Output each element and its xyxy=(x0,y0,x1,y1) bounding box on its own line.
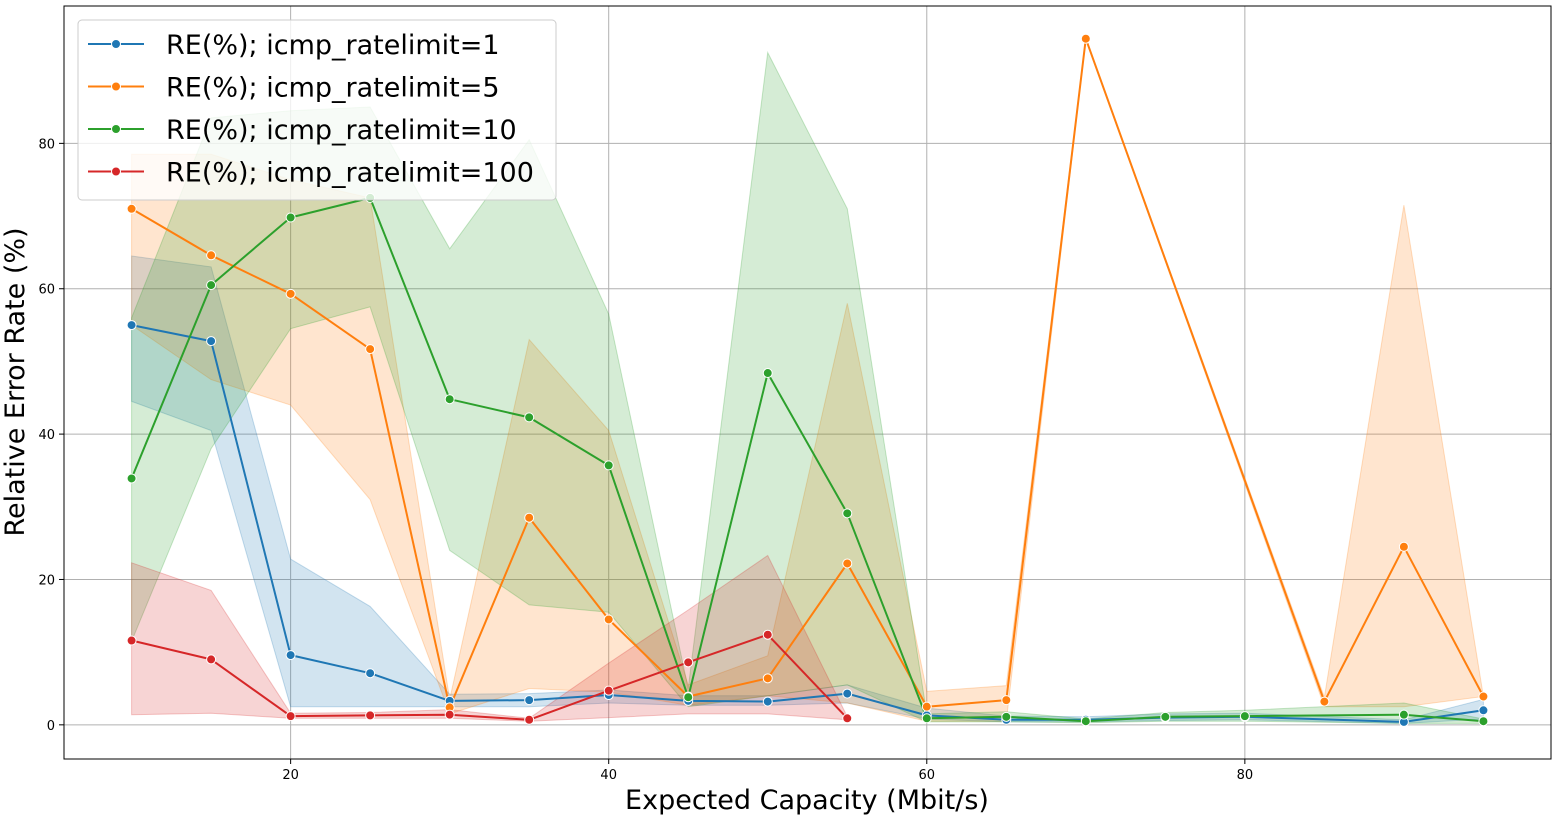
data-point xyxy=(206,336,217,347)
y-tick-label: 0 xyxy=(47,719,55,734)
legend-marker xyxy=(111,39,121,49)
x-axis-ticks: 20 40 60 80 xyxy=(282,759,1253,783)
legend-marker xyxy=(111,124,121,134)
data-point xyxy=(206,280,217,291)
data-point xyxy=(603,614,614,625)
data-point xyxy=(1319,696,1330,707)
data-point xyxy=(762,696,773,707)
data-point xyxy=(1478,705,1489,716)
legend: RE(%); icmp_ratelimit=1 RE(%); icmp_ratel… xyxy=(77,19,557,201)
data-point xyxy=(524,512,535,523)
series-markers xyxy=(126,33,1489,727)
data-point xyxy=(603,460,614,471)
x-tick-label: 60 xyxy=(919,768,936,783)
data-point xyxy=(444,709,455,720)
data-point xyxy=(126,473,137,484)
data-point xyxy=(285,650,296,661)
data-point xyxy=(285,212,296,223)
legend-label: RE(%); icmp_ratelimit=10 xyxy=(166,115,517,146)
y-axis-label: Relative Error Rate (%) xyxy=(0,227,31,536)
data-point xyxy=(285,711,296,722)
y-axis-ticks: 0 20 40 60 80 xyxy=(38,137,64,734)
data-point xyxy=(285,288,296,299)
data-point xyxy=(842,508,853,519)
data-point xyxy=(126,320,137,331)
data-point xyxy=(524,714,535,725)
data-point xyxy=(1239,711,1250,722)
legend-label: RE(%); icmp_ratelimit=1 xyxy=(166,30,500,61)
data-point xyxy=(444,394,455,405)
data-point xyxy=(683,692,694,703)
legend-label: RE(%); icmp_ratelimit=100 xyxy=(166,158,534,189)
data-point xyxy=(365,710,376,721)
x-tick-label: 20 xyxy=(282,768,299,783)
data-point xyxy=(1398,541,1409,552)
data-point xyxy=(921,701,932,712)
data-point xyxy=(762,629,773,640)
data-point xyxy=(921,713,932,724)
x-tick-label: 40 xyxy=(600,768,617,783)
data-point xyxy=(365,668,376,679)
y-tick-label: 20 xyxy=(38,573,55,588)
legend-items: RE(%); icmp_ratelimit=1 RE(%); icmp_ratel… xyxy=(88,30,534,189)
legend-label: RE(%); icmp_ratelimit=5 xyxy=(166,73,500,104)
data-point xyxy=(1001,711,1012,722)
data-point xyxy=(1160,711,1171,722)
series-line xyxy=(131,37,1485,709)
data-point xyxy=(603,685,614,696)
data-point xyxy=(206,250,217,261)
data-point xyxy=(1080,33,1091,44)
x-tick-label: 80 xyxy=(1237,768,1254,783)
data-point xyxy=(762,368,773,379)
data-point xyxy=(1080,716,1091,727)
y-tick-label: 60 xyxy=(38,283,55,298)
y-tick-label: 80 xyxy=(38,137,55,152)
legend-frame xyxy=(77,19,557,201)
data-point xyxy=(1001,695,1012,706)
data-point xyxy=(842,713,853,724)
data-point xyxy=(1398,709,1409,720)
series-line xyxy=(131,633,849,721)
data-point xyxy=(842,558,853,569)
data-point xyxy=(126,635,137,646)
y-tick-label: 40 xyxy=(38,428,55,443)
data-point xyxy=(126,203,137,214)
legend-marker xyxy=(111,166,121,177)
data-point xyxy=(365,344,376,355)
data-point xyxy=(762,673,773,684)
data-point xyxy=(206,654,217,665)
data-point xyxy=(524,412,535,423)
data-point xyxy=(1478,691,1489,702)
data-point xyxy=(683,657,694,668)
data-point xyxy=(1478,716,1489,727)
plot-frame xyxy=(63,5,1552,760)
data-point xyxy=(842,688,853,699)
legend-marker xyxy=(111,81,121,92)
data-point xyxy=(524,695,535,706)
confidence-band xyxy=(131,38,1484,722)
x-axis-label: Expected Capacity (Mbit/s) xyxy=(625,785,989,816)
